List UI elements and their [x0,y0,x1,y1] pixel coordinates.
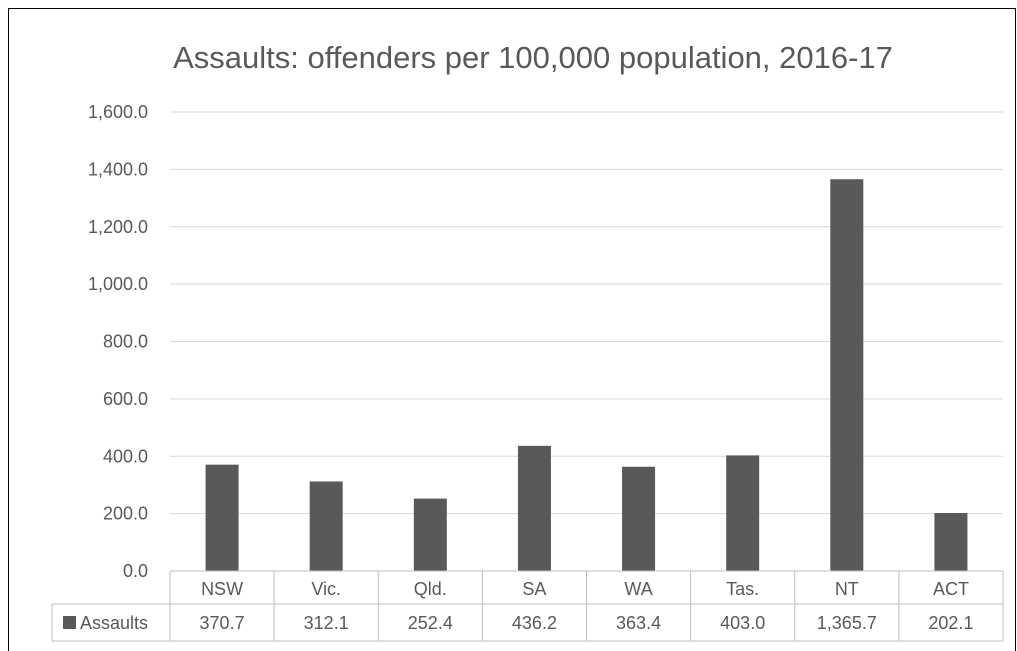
y-tick-label: 1,200.0 [88,217,148,237]
y-tick-label: 800.0 [103,332,148,352]
x-category-label: SA [522,579,546,599]
x-category-label: NSW [201,579,243,599]
y-tick-label: 1,600.0 [88,102,148,122]
x-category-label: Vic. [311,579,341,599]
bar-nsw [206,465,239,571]
data-table-value: 403.0 [720,613,765,633]
x-category-label: NT [835,579,859,599]
data-table-value: 1,365.7 [817,613,877,633]
bar-qld [414,499,447,571]
data-table-value: 202.1 [928,613,973,633]
bar-wa [622,467,655,571]
y-tick-label: 600.0 [103,389,148,409]
y-tick-label: 200.0 [103,504,148,524]
x-category-label: Qld. [414,579,447,599]
bar-sa [518,446,551,571]
y-axis-tick-labels: 0.0 200.0 400.0 600.0 800.0 1,000.0 1,200.0 1,4… [88,102,148,581]
data-table-value: 436.2 [512,613,557,633]
y-tick-label: 400.0 [103,446,148,466]
data-table: NSW Vic. Qld. SA WA Tas. NT ACT Assaults 370.7 312… [52,571,1003,641]
x-category-label: ACT [933,579,969,599]
bar-act [934,513,967,571]
data-table-value: 312.1 [304,613,349,633]
x-category-label: Tas. [726,579,759,599]
gridlines [170,112,1003,514]
legend-series-name: Assaults [80,613,148,633]
legend-swatch [63,616,76,629]
x-category-label: WA [624,579,652,599]
data-table-value: 363.4 [616,613,661,633]
data-table-value: 370.7 [200,613,245,633]
chart-title: Assaults: offenders per 100,000 populati… [173,40,893,75]
bar-nt [830,179,863,571]
bar-tas [726,455,759,571]
data-table-value: 252.4 [408,613,453,633]
bars [206,179,968,571]
y-tick-label: 0.0 [123,561,148,581]
bar-vic [310,481,343,571]
y-tick-label: 1,000.0 [88,274,148,294]
y-tick-label: 1,400.0 [88,159,148,179]
